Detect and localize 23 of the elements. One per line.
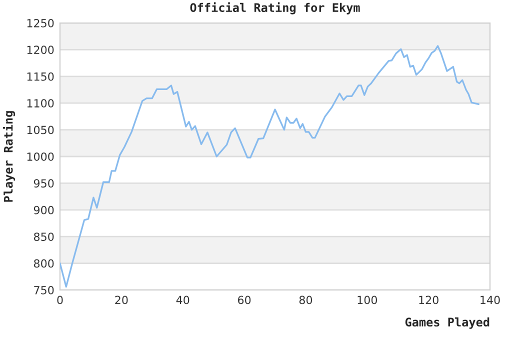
y-tick-label: 850 xyxy=(34,232,54,241)
y-tick-label: 1100 xyxy=(27,99,54,108)
x-tick-label: 100 xyxy=(358,296,378,304)
y-axis-title: Player Rating xyxy=(3,111,16,202)
x-tick-label: 60 xyxy=(238,296,251,304)
y-tick-label: 1150 xyxy=(27,72,54,81)
x-tick-label: 40 xyxy=(176,296,190,304)
y-tick-label: 950 xyxy=(34,179,54,188)
y-tick-label: 900 xyxy=(34,206,54,214)
x-tick-label: 20 xyxy=(115,296,128,304)
y-tick-label: 1050 xyxy=(27,126,54,134)
x-axis-title: Games Played xyxy=(405,317,490,329)
chart-title: Official Rating for Ekym xyxy=(190,2,360,14)
x-tick-label: 120 xyxy=(419,296,438,304)
y-tick-label: 1200 xyxy=(27,46,54,54)
line-series xyxy=(60,45,480,288)
x-tick-label: 0 xyxy=(57,296,63,304)
y-tick-label: 1000 xyxy=(27,152,54,161)
x-tick-label: 140 xyxy=(480,296,500,304)
y-tick-label: 750 xyxy=(34,286,54,294)
x-tick-label: 80 xyxy=(299,296,312,304)
y-tick-label: 1250 xyxy=(27,18,54,28)
y-tick-label: 800 xyxy=(34,259,54,268)
